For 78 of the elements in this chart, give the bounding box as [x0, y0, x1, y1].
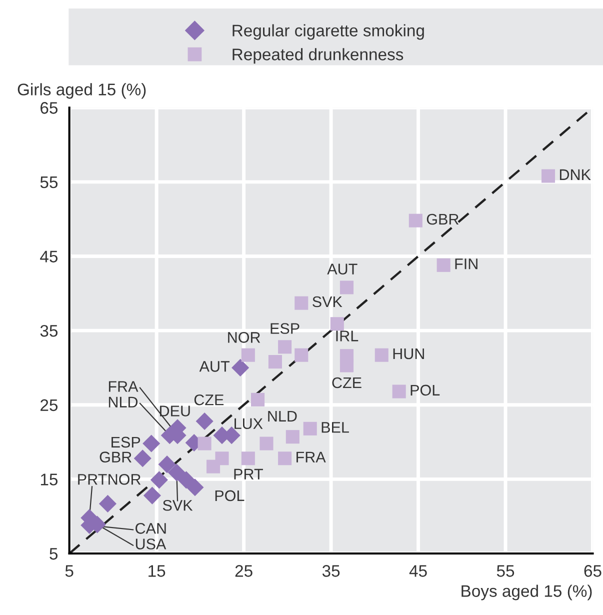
- y-tick-label: 15: [40, 474, 58, 486]
- annotation: POL: [410, 384, 440, 396]
- point: [251, 392, 265, 406]
- x-tick-label: 65: [584, 565, 602, 577]
- annotation: LUX: [234, 418, 263, 430]
- point: [186, 478, 204, 496]
- point: [340, 280, 354, 294]
- x-tick-label: 55: [496, 565, 514, 577]
- x-tick-label: 45: [409, 565, 427, 577]
- point: [294, 296, 308, 310]
- point: [198, 436, 212, 450]
- point: [158, 456, 176, 474]
- point: [436, 258, 450, 272]
- annotation: POL: [215, 490, 244, 502]
- annotation: CZE: [332, 377, 362, 388]
- x-tick-label: 5: [65, 565, 74, 577]
- annotation: SVK: [312, 296, 342, 308]
- point: [294, 348, 308, 362]
- point: [206, 460, 220, 474]
- annotation: BEL: [322, 422, 349, 433]
- annotation: NOR: [228, 332, 260, 343]
- annotation: CAN: [136, 523, 166, 534]
- annotation: PRT: [78, 474, 107, 485]
- point: [142, 434, 160, 452]
- annotation: CZE: [194, 394, 224, 406]
- annotation: SVK: [162, 500, 193, 511]
- annotation: NOR: [108, 474, 141, 485]
- y-tick-label: 55: [40, 176, 58, 188]
- point: [168, 464, 186, 482]
- point: [143, 486, 161, 504]
- annotation: ESP: [270, 323, 300, 334]
- annotation: GBR: [426, 214, 459, 225]
- y-tick-label: 5: [50, 548, 58, 560]
- y-axis-title: Girls aged 15 (%): [18, 83, 146, 99]
- point: [408, 214, 422, 228]
- point: [303, 422, 317, 436]
- annotation: GBR: [100, 452, 132, 462]
- point: [278, 340, 292, 354]
- point: [241, 452, 255, 466]
- point: [232, 358, 250, 377]
- y-tick-label: 25: [40, 399, 58, 412]
- annotation: PRT: [234, 468, 263, 480]
- x-tick-label: 35: [322, 565, 340, 577]
- point: [98, 494, 117, 512]
- point: [541, 169, 556, 183]
- annotation: USA: [136, 538, 166, 550]
- annotation: ESP: [112, 436, 140, 448]
- x-tick-label: 15: [148, 565, 166, 577]
- point: [286, 430, 300, 444]
- annotation: FIN: [455, 258, 478, 270]
- annotation: DEU: [160, 406, 190, 416]
- point: [278, 452, 292, 466]
- y-tick-label: 35: [40, 324, 58, 337]
- annotation: NLD: [108, 396, 138, 408]
- point: [392, 384, 406, 398]
- annotation: AUT: [327, 264, 358, 274]
- annotation: FRA: [108, 381, 138, 392]
- point: [330, 317, 344, 331]
- point: [177, 471, 196, 489]
- legend-label: Repeated drunkenness: [232, 48, 404, 64]
- point: [374, 348, 388, 362]
- point: [241, 348, 255, 362]
- y-tick-label: 65: [40, 102, 58, 114]
- point: [260, 436, 274, 450]
- annotation: IRL: [336, 330, 358, 342]
- annotation: FRA: [296, 452, 326, 462]
- point: [150, 471, 168, 489]
- x-tick-label: 25: [235, 565, 252, 577]
- point: [134, 450, 152, 468]
- point: [196, 412, 214, 430]
- legend-label: Regular cigarette smoking: [232, 24, 424, 40]
- x-axis-title: Boys aged 15 (%): [462, 584, 592, 600]
- annotation: AUT: [199, 361, 230, 372]
- annotation: HUN: [393, 348, 424, 360]
- point: [268, 355, 282, 369]
- annotation: DNK: [560, 169, 591, 180]
- y-tick-label: 45: [40, 250, 58, 262]
- annotation: NLD: [268, 410, 297, 422]
